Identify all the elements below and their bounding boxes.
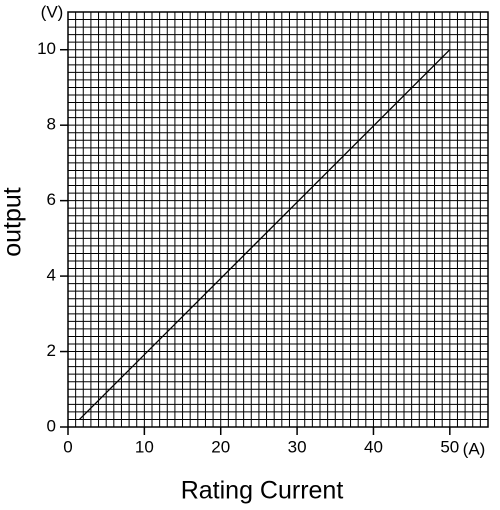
y-unit: (V) [41,2,64,21]
x-tick-label: 40 [364,437,383,456]
y-tick-label: 4 [47,266,56,285]
x-axis-label: Rating Current [181,477,344,505]
y-tick-label: 10 [37,39,56,58]
x-tick-label: 30 [288,437,307,456]
x-tick-label: 50 [440,437,459,456]
x-tick-label: 10 [135,437,154,456]
y-tick-label: 0 [47,416,56,435]
y-tick-label: 8 [47,115,56,134]
plot-frame [67,11,489,428]
data-line [78,49,451,420]
y-tick-label: 2 [47,341,56,360]
y-axis-label: output [0,187,27,257]
x-unit: (A) [463,439,486,458]
x-tick-label: 0 [63,437,72,456]
y-tick-label: 6 [47,190,56,209]
x-tick-label: 20 [211,437,230,456]
